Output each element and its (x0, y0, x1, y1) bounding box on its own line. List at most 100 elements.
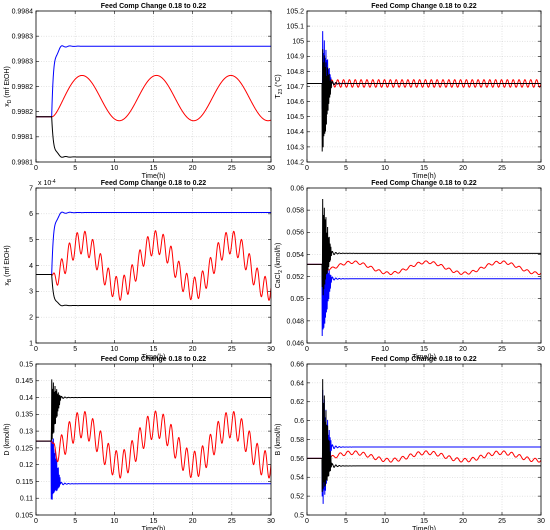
x-axis-label: Time(h) (412, 526, 436, 530)
x-axis-label: Time(h) (142, 354, 166, 361)
chart-title: Feed Comp Change 0.18 to 0.22 (101, 3, 207, 10)
y-axis-label: xB (mf EtOH) (4, 245, 13, 285)
x-tick-label: 30 (537, 165, 545, 172)
y-tick-label: 0.046 (286, 340, 304, 347)
x-tick-label: 10 (110, 518, 118, 525)
chart-panel-1: 0 5 10 15 20 25 30 0.9981 0.9981 0.9982 0.9982 0.99… (4, 3, 275, 180)
series-line-black (36, 274, 271, 307)
x-tick-label: 30 (537, 346, 545, 353)
y-tick-label: 5 (29, 237, 33, 244)
y-tick-label: 0.15 (19, 361, 33, 368)
y-tick-label: 0.125 (15, 445, 33, 452)
x-tick-label: 20 (459, 346, 467, 353)
series-line-black (307, 379, 541, 492)
x-tick-label: 0 (305, 346, 309, 353)
y-tick-label: 104.5 (286, 114, 304, 121)
y-axis-label: xD (mf EtOH) (4, 66, 13, 107)
y-tick-label: 0.054 (286, 252, 304, 259)
y-tick-label: 7 (29, 185, 33, 192)
x-tick-label: 0 (305, 518, 309, 525)
y-tick-label: 0.135 (15, 412, 33, 419)
series-line-blue (36, 428, 271, 500)
series-line-black (307, 198, 541, 296)
y-tick-label: 0.6 (294, 418, 304, 425)
series-line-blue (307, 248, 541, 336)
x-tick-label: 0 (34, 346, 38, 353)
y-tick-label: 0.66 (290, 361, 304, 368)
y-tick-label: 0.9981 (12, 159, 34, 166)
chart-panel-4: 0 5 10 15 20 25 30 0.046 0.048 0.05 0.052 0.054 0.05… (275, 180, 545, 361)
x-tick-label: 25 (228, 346, 236, 353)
x-tick-label: 10 (381, 165, 389, 172)
x-tick-label: 5 (344, 518, 348, 525)
y-axis-label: CaCl2 (kmol/h) (275, 243, 284, 289)
x-tick-label: 5 (344, 165, 348, 172)
y-tick-label: 0.5 (294, 512, 304, 519)
x-tick-label: 15 (150, 518, 158, 525)
chart-panel-2: 0 5 10 15 20 25 30 104.2 104.3 104.4 104.5 104.6 104… (274, 3, 545, 180)
y-tick-label: 6 (29, 211, 33, 218)
x-tick-label: 20 (189, 518, 197, 525)
y-tick-label: 0.54 (290, 475, 304, 482)
x-tick-label: 15 (420, 346, 428, 353)
x-tick-label: 25 (498, 165, 506, 172)
y-tick-label: 0.14 (19, 395, 33, 402)
x-tick-label: 5 (73, 346, 77, 353)
y-tick-label: 0.64 (290, 380, 304, 387)
x-tick-label: 15 (420, 518, 428, 525)
x-tick-label: 10 (110, 346, 118, 353)
x-tick-label: 25 (498, 346, 506, 353)
chart-title: Feed Comp Change 0.18 to 0.22 (101, 356, 207, 363)
y-tick-label: 104.6 (286, 99, 304, 106)
x-tick-label: 30 (267, 518, 275, 525)
chart-panel-6: 0 5 10 15 20 25 30 0.5 0.52 0.54 0.56 0.58 0.6 0.62 0.… (275, 356, 545, 530)
y-tick-label: 0.62 (290, 399, 304, 406)
y-tick-label: 0.9981 (12, 134, 34, 141)
x-tick-label: 5 (73, 518, 77, 525)
y-tick-label: 0.145 (15, 378, 33, 385)
x-tick-label: 10 (110, 165, 118, 172)
y-tick-label: 0.9982 (12, 109, 34, 116)
y-tick-label: 104.7 (286, 84, 304, 91)
y-tick-label: 0.56 (290, 456, 304, 463)
series-line-black (36, 116, 271, 158)
y-axis-label: B (kmol/h) (275, 424, 282, 456)
y-tick-label: 0.05 (290, 296, 304, 303)
y-tick-label: 0.9984 (12, 8, 34, 15)
y-tick-label: 104.8 (286, 69, 304, 76)
y-tick-label: 0.056 (286, 230, 304, 237)
x-tick-label: 5 (344, 346, 348, 353)
y-tick-label: 0.58 (290, 437, 304, 444)
x-tick-label: 20 (189, 346, 197, 353)
y-tick-label: 1 (29, 340, 33, 347)
series-line-red (307, 260, 541, 276)
y-tick-label: 0.9983 (12, 59, 34, 66)
chart-title: Feed Comp Change 0.18 to 0.22 (371, 356, 477, 363)
x-tick-label: 20 (459, 518, 467, 525)
y-tick-label: 104.4 (286, 129, 304, 136)
chart-title: Feed Comp Change 0.18 to 0.22 (101, 180, 207, 187)
y-tick-label: 0.115 (16, 479, 33, 486)
x-axis-label: Time(h) (412, 173, 436, 180)
x-axis-label: Time(h) (142, 173, 166, 180)
series-line-black (307, 49, 541, 152)
y-tick-label: 0.048 (286, 318, 304, 325)
x-tick-label: 30 (267, 165, 275, 172)
y-tick-label: 0.52 (290, 494, 304, 501)
series-line-red (36, 410, 271, 479)
y-tick-label: 0.058 (286, 208, 304, 215)
y-tick-label: 0.9983 (12, 34, 34, 41)
y-tick-label: 105 (292, 39, 304, 46)
y-tick-label: 104.3 (286, 144, 304, 151)
x-tick-label: 10 (381, 346, 389, 353)
chart-title: Feed Comp Change 0.18 to 0.22 (371, 180, 477, 187)
x-tick-label: 15 (150, 346, 158, 353)
x-tick-label: 0 (34, 518, 38, 525)
x-tick-label: 25 (498, 518, 506, 525)
x-tick-label: 20 (459, 165, 467, 172)
series-line-red (36, 74, 271, 122)
x-tick-label: 25 (228, 165, 236, 172)
series-line-black (36, 379, 271, 442)
x-tick-label: 20 (189, 165, 197, 172)
